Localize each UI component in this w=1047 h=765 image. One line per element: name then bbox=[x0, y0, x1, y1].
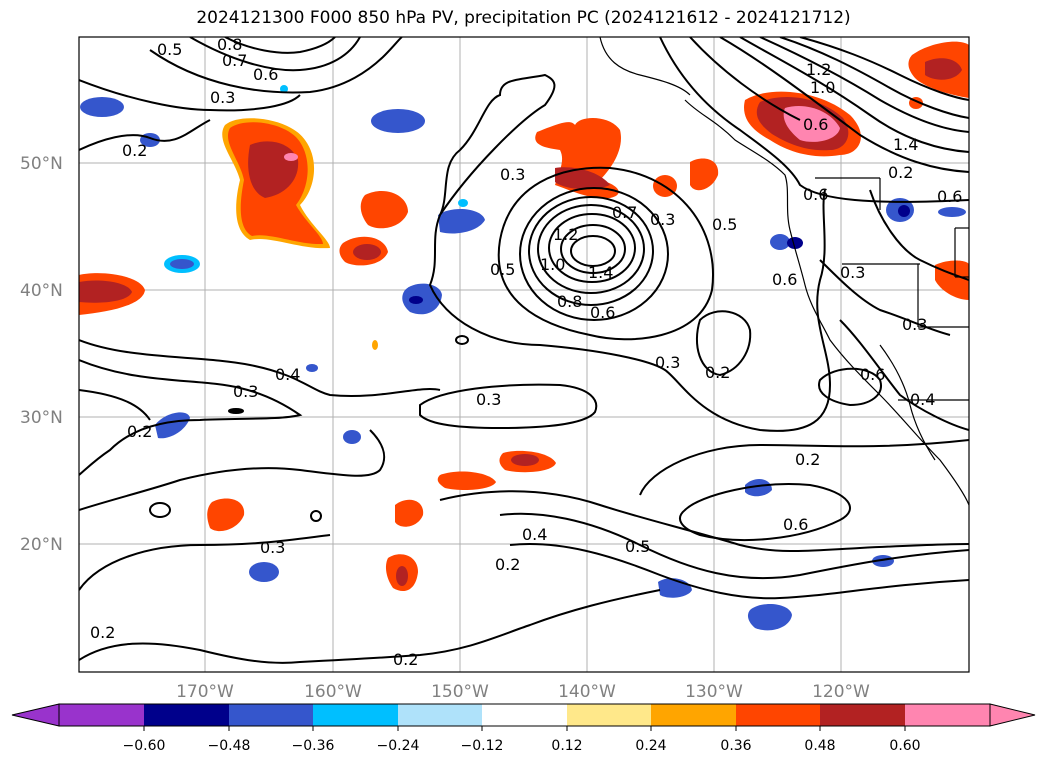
contour-label: 0.7 bbox=[612, 203, 637, 222]
contour-label: 0.2 bbox=[122, 141, 147, 160]
colorbar-segment bbox=[482, 704, 567, 726]
lat-label: 40°N bbox=[20, 281, 63, 301]
contour-label: 0.6 bbox=[772, 270, 797, 289]
contour-label: 1.0 bbox=[540, 255, 565, 274]
contour-label: 0.2 bbox=[495, 555, 520, 574]
colorbar-segment bbox=[736, 704, 820, 726]
colorbar-segment bbox=[398, 704, 482, 726]
contour-label: 0.3 bbox=[210, 88, 235, 107]
contour-label: 0.4 bbox=[910, 390, 935, 409]
contour-label: 0.5 bbox=[712, 215, 737, 234]
plot-frame bbox=[78, 36, 970, 673]
lat-label: 20°N bbox=[20, 535, 63, 555]
colorbar-segment bbox=[905, 704, 990, 726]
colorbar-tick: −0.24 bbox=[377, 738, 420, 754]
colorbar-segment bbox=[820, 704, 905, 726]
contour-label: 0.2 bbox=[705, 363, 730, 382]
colorbar-segment bbox=[144, 704, 229, 726]
contour-label: 0.2 bbox=[393, 650, 418, 669]
precipitation-fill bbox=[79, 41, 969, 631]
contour-label: 0.6 bbox=[253, 65, 278, 84]
contour-label: 0.7 bbox=[222, 51, 247, 70]
contour-label: 0.5 bbox=[625, 537, 650, 556]
colorbar-tick: 0.48 bbox=[804, 738, 835, 754]
colorbar-segment bbox=[567, 704, 651, 726]
contour-label: 0.6 bbox=[803, 185, 828, 204]
contour-labels: 0.8 0.7 0.6 0.5 0.3 0.2 0.3 0.5 0.7 0.3 … bbox=[90, 35, 962, 669]
contour-label: 0.2 bbox=[127, 422, 152, 441]
lon-label: 140°W bbox=[558, 682, 616, 702]
colorbar-over bbox=[989, 703, 1036, 727]
contour-label: 0.4 bbox=[522, 525, 547, 544]
contour-label: 0.3 bbox=[260, 538, 285, 557]
contour-label: 1.0 bbox=[810, 78, 835, 97]
colorbar-under bbox=[11, 703, 60, 727]
contour-label: 0.8 bbox=[217, 35, 242, 54]
contour-label: 0.4 bbox=[275, 365, 300, 384]
lon-label: 130°W bbox=[685, 682, 743, 702]
contour-label: 0.6 bbox=[803, 115, 828, 134]
colorbar-segment bbox=[229, 704, 313, 726]
lon-label: 170°W bbox=[176, 682, 234, 702]
contour-label: 0.6 bbox=[590, 303, 615, 322]
coastlines bbox=[599, 37, 969, 506]
latitude-labels: 50°N 40°N 30°N 20°N bbox=[20, 154, 63, 555]
contour-label: 1.4 bbox=[588, 263, 613, 282]
contour-label: 1.2 bbox=[806, 60, 831, 79]
contour-label: 0.3 bbox=[840, 263, 865, 282]
colorbar-tick: −0.48 bbox=[208, 738, 251, 754]
colorbar-tick: 0.36 bbox=[720, 738, 751, 754]
colorbar-tick: −0.12 bbox=[461, 738, 504, 754]
lat-label: 50°N bbox=[20, 154, 63, 174]
contour-label: 0.5 bbox=[157, 40, 182, 59]
contour-label: 0.2 bbox=[795, 450, 820, 469]
contour-label: 0.8 bbox=[557, 292, 582, 311]
longitude-labels: 170°W 160°W 150°W 140°W 130°W 120°W bbox=[176, 682, 870, 702]
pv-contours bbox=[79, 37, 969, 664]
contour-label: 0.3 bbox=[233, 382, 258, 401]
contour-label: 0.2 bbox=[888, 163, 913, 182]
colorbar-segment bbox=[651, 704, 736, 726]
lon-label: 160°W bbox=[304, 682, 362, 702]
contour-label: 0.5 bbox=[490, 260, 515, 279]
figure-title: 2024121300 F000 850 hPa PV, precipitatio… bbox=[196, 8, 851, 28]
contour-label: 1.2 bbox=[553, 225, 578, 244]
colorbar-segment bbox=[313, 704, 398, 726]
contour-label: 0.3 bbox=[500, 165, 525, 184]
lon-label: 150°W bbox=[431, 682, 489, 702]
colorbar-tick: −0.36 bbox=[292, 738, 335, 754]
colorbar-tick: −0.60 bbox=[123, 738, 166, 754]
colorbar-tick: 0.60 bbox=[889, 738, 920, 754]
lon-label: 120°W bbox=[812, 682, 870, 702]
colorbar: −0.60 −0.48 −0.36 −0.24 −0.12 0.12 0.24 … bbox=[11, 703, 1036, 754]
contour-label: 1.4 bbox=[893, 135, 918, 154]
contour-label: 0.3 bbox=[655, 353, 680, 372]
contour-label: 0.2 bbox=[90, 623, 115, 642]
contour-label: 0.3 bbox=[902, 315, 927, 334]
contour-label: 0.6 bbox=[860, 365, 885, 384]
colorbar-tick: 0.12 bbox=[551, 738, 582, 754]
colorbar-tick: 0.24 bbox=[635, 738, 666, 754]
contour-label: 0.3 bbox=[650, 210, 675, 229]
contour-label: 0.6 bbox=[937, 187, 962, 206]
colorbar-segment bbox=[59, 704, 144, 726]
lat-label: 30°N bbox=[20, 408, 63, 428]
contour-label: 0.3 bbox=[476, 390, 501, 409]
contour-label: 0.6 bbox=[783, 515, 808, 534]
